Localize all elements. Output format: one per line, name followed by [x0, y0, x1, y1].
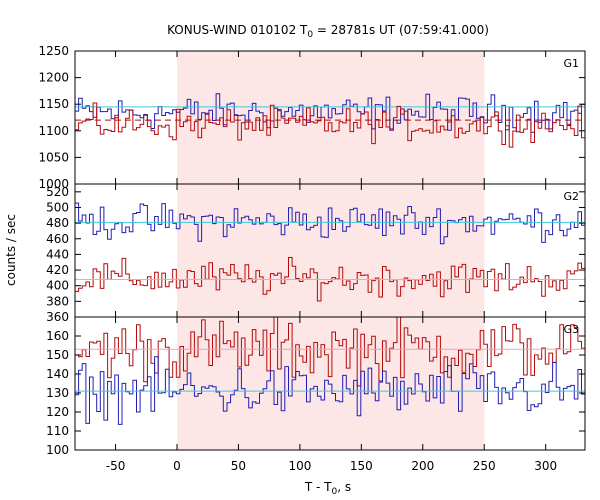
- series-g3-series_a: [75, 356, 585, 425]
- x-tick-label: -50: [106, 459, 126, 473]
- series-g3-series_b: [75, 316, 585, 387]
- y-tick-label-g3: 110: [46, 424, 69, 438]
- x-tick-label: 300: [534, 459, 557, 473]
- y-tick-label-g3: 140: [46, 367, 69, 381]
- highlight-interval-g2: [177, 184, 485, 317]
- y-tick-label-g1: 1050: [38, 150, 69, 164]
- y-tick-label-g2: 420: [46, 263, 69, 277]
- series-g2-series_b: [75, 257, 585, 302]
- x-tick-label: 50: [231, 459, 246, 473]
- series-g1-series_b: [75, 102, 585, 148]
- x-tick-label: 200: [411, 459, 434, 473]
- y-tick-label-g3: 130: [46, 386, 69, 400]
- y-tick-label-g3: 160: [46, 329, 69, 343]
- y-tick-label-g3: 150: [46, 348, 69, 362]
- series-g1-series_a: [75, 93, 585, 133]
- panels-group: 100010501100115012001250G136038040042044…: [38, 44, 586, 473]
- y-tick-label-g1: 1150: [38, 97, 69, 111]
- chart-title: KONUS-WIND 010102 T0 = 28781s UT (07:59:…: [167, 23, 489, 40]
- panel-label-g3: G3: [563, 323, 579, 336]
- y-tick-label-g2: 520: [46, 185, 69, 199]
- chart-title-subscript: 0: [307, 30, 313, 40]
- x-axis-title: T - T0, s: [304, 480, 351, 497]
- y-tick-label-g2: 380: [46, 294, 69, 308]
- x-tick-label: 100: [288, 459, 311, 473]
- series-g2-series_a: [75, 202, 585, 245]
- y-tick-label-g1: 1250: [38, 44, 69, 58]
- y-tick-label-g2: 440: [46, 247, 69, 261]
- x-tick-label: 0: [173, 459, 181, 473]
- panel-label-g2: G2: [563, 190, 579, 203]
- x-axis-title-subscript: 0: [332, 487, 338, 497]
- y-tick-label-g2: 400: [46, 279, 69, 293]
- y-tick-label-g2: 460: [46, 232, 69, 246]
- x-axis-title-main: T - T: [304, 480, 332, 494]
- chart-title-rest: = 28781s UT (07:59:41.000): [313, 23, 489, 37]
- panel-g3: 100 110 120 130 140 150 160 G3: [46, 316, 586, 457]
- y-tick-label-g3: 100: [46, 443, 69, 457]
- y-tick-label-g2: 480: [46, 216, 69, 230]
- panel-frame-g3: [74, 316, 586, 451]
- y-tick-label-g2: 500: [46, 200, 69, 214]
- y-tick-label-g1: 1000: [38, 177, 69, 191]
- panel-label-g1: G1: [563, 57, 579, 70]
- chart-title-main: KONUS-WIND 010102 T: [167, 23, 308, 37]
- x-tick-label: 250: [473, 459, 496, 473]
- y-tick-label-g1: 1200: [38, 71, 69, 85]
- panel-g1: 1000 1050 1100 1150 1200 1250 G1: [38, 44, 586, 191]
- x-tick-label: 150: [350, 459, 373, 473]
- x-axis-title-rest: , s: [337, 480, 351, 494]
- y-tick-label-g1: 1100: [38, 124, 69, 138]
- y-axis-title: counts / sec: [4, 214, 18, 286]
- y-tick-label-g3: 120: [46, 405, 69, 419]
- y-tick-label-g2: 360: [46, 310, 69, 324]
